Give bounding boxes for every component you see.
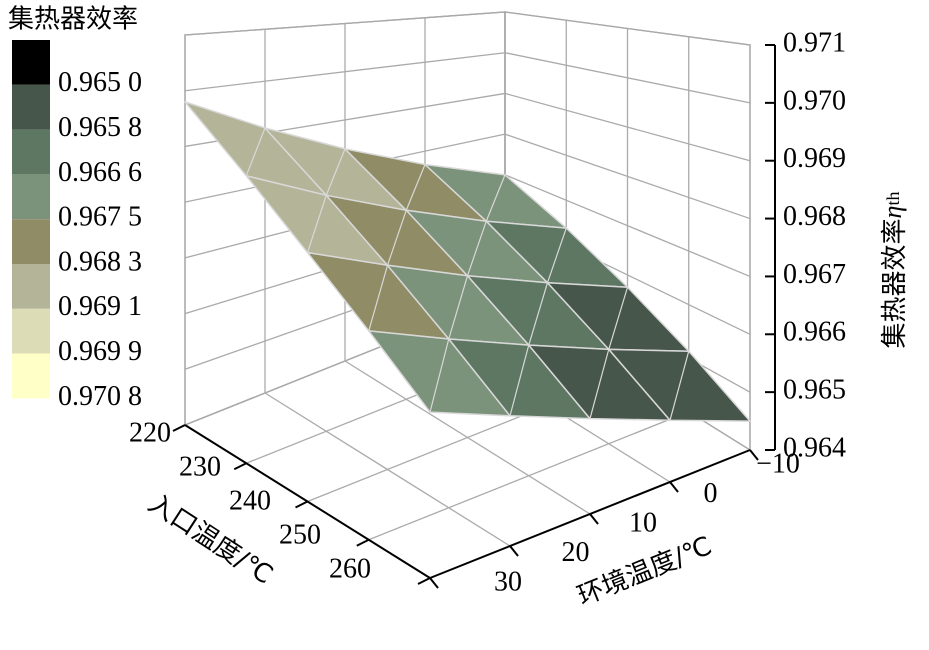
x-tick-label: 260	[329, 553, 371, 584]
y-axis-label: 环境温度/℃	[573, 531, 716, 612]
legend-label: 0.968 3	[58, 246, 142, 277]
mesh-line	[368, 265, 389, 332]
x-tick	[356, 538, 370, 547]
mesh-line	[405, 164, 426, 211]
y-tick-label: 0	[704, 478, 718, 509]
grid-line	[184, 11, 506, 36]
legend-swatch	[12, 264, 50, 309]
mesh-line	[245, 127, 266, 177]
y-tick	[509, 545, 519, 557]
mesh-line	[429, 338, 450, 413]
mesh-line	[485, 174, 506, 222]
grid-line	[504, 174, 751, 278]
mesh-line	[589, 349, 610, 419]
z-tick-label: 0.964	[783, 432, 846, 463]
mesh-line	[528, 282, 549, 346]
legend-swatch	[12, 353, 50, 399]
mesh-line	[466, 221, 487, 276]
z-axis-label-text: 集热器效率	[880, 218, 910, 348]
z-tick-label: 0.968	[783, 201, 846, 232]
y-tick-label: −10	[756, 448, 800, 479]
legend-swatch	[12, 129, 50, 175]
z-tick-label: 0.966	[783, 317, 846, 348]
legend-swatch	[12, 174, 50, 220]
grid-line	[504, 11, 751, 46]
y-tick	[429, 577, 439, 589]
legend-label: 0.965 8	[58, 112, 142, 143]
z-tick-label: 0.969	[783, 143, 846, 174]
grid-line	[264, 392, 511, 547]
mesh-line	[509, 344, 530, 417]
y-tick	[669, 481, 679, 493]
z-tick-label: 0.970	[783, 85, 846, 116]
x-tick	[295, 500, 308, 509]
legend-swatch	[12, 308, 50, 354]
y-tick-label: 20	[562, 537, 590, 568]
grid-line	[184, 52, 506, 92]
legend-swatch	[12, 219, 50, 264]
legend-label: 0.966 6	[58, 157, 142, 188]
legend-swatch	[12, 84, 50, 130]
x-tick	[172, 424, 186, 432]
x-tick-label: 240	[229, 485, 271, 516]
grid-line	[344, 360, 591, 515]
legend-label: 0.969 1	[58, 291, 142, 322]
z-axis-label: 集热器效率ηth	[878, 192, 910, 349]
z-tick-label: 0.965	[783, 375, 846, 406]
grid-line	[504, 133, 751, 220]
z-axis-label-sub: th	[883, 192, 903, 206]
legend-label: 0.969 9	[58, 336, 142, 367]
z-tick-label: 0.971	[783, 27, 846, 58]
x-tick-label: 230	[179, 451, 221, 482]
mesh-line	[448, 275, 469, 340]
mesh-line	[325, 148, 346, 196]
legend-title: 集热器效率	[8, 5, 138, 35]
y-tick-label: 10	[629, 507, 657, 538]
x-tick	[417, 577, 431, 585]
x-tick-label: 220	[129, 417, 171, 448]
x-tick-label: 250	[279, 519, 321, 550]
z-axis-label-symbol: η	[878, 206, 907, 219]
z-tick-label: 0.967	[783, 259, 846, 290]
y-tick	[749, 449, 759, 461]
legend-swatch	[12, 40, 50, 85]
mesh-line	[386, 210, 407, 266]
legend-label: 0.970 8	[58, 381, 142, 412]
mesh-line	[608, 287, 629, 350]
legend-label: 0.965 0	[58, 67, 142, 98]
grid-line	[504, 92, 751, 162]
legend-label: 0.967 5	[58, 202, 142, 233]
y-tick-label: 30	[494, 566, 522, 597]
y-tick	[589, 513, 599, 525]
mesh-line	[306, 195, 327, 253]
x-tick	[233, 462, 247, 471]
grid-line	[504, 52, 751, 104]
mesh-line	[546, 227, 567, 283]
mesh-line	[669, 351, 690, 421]
